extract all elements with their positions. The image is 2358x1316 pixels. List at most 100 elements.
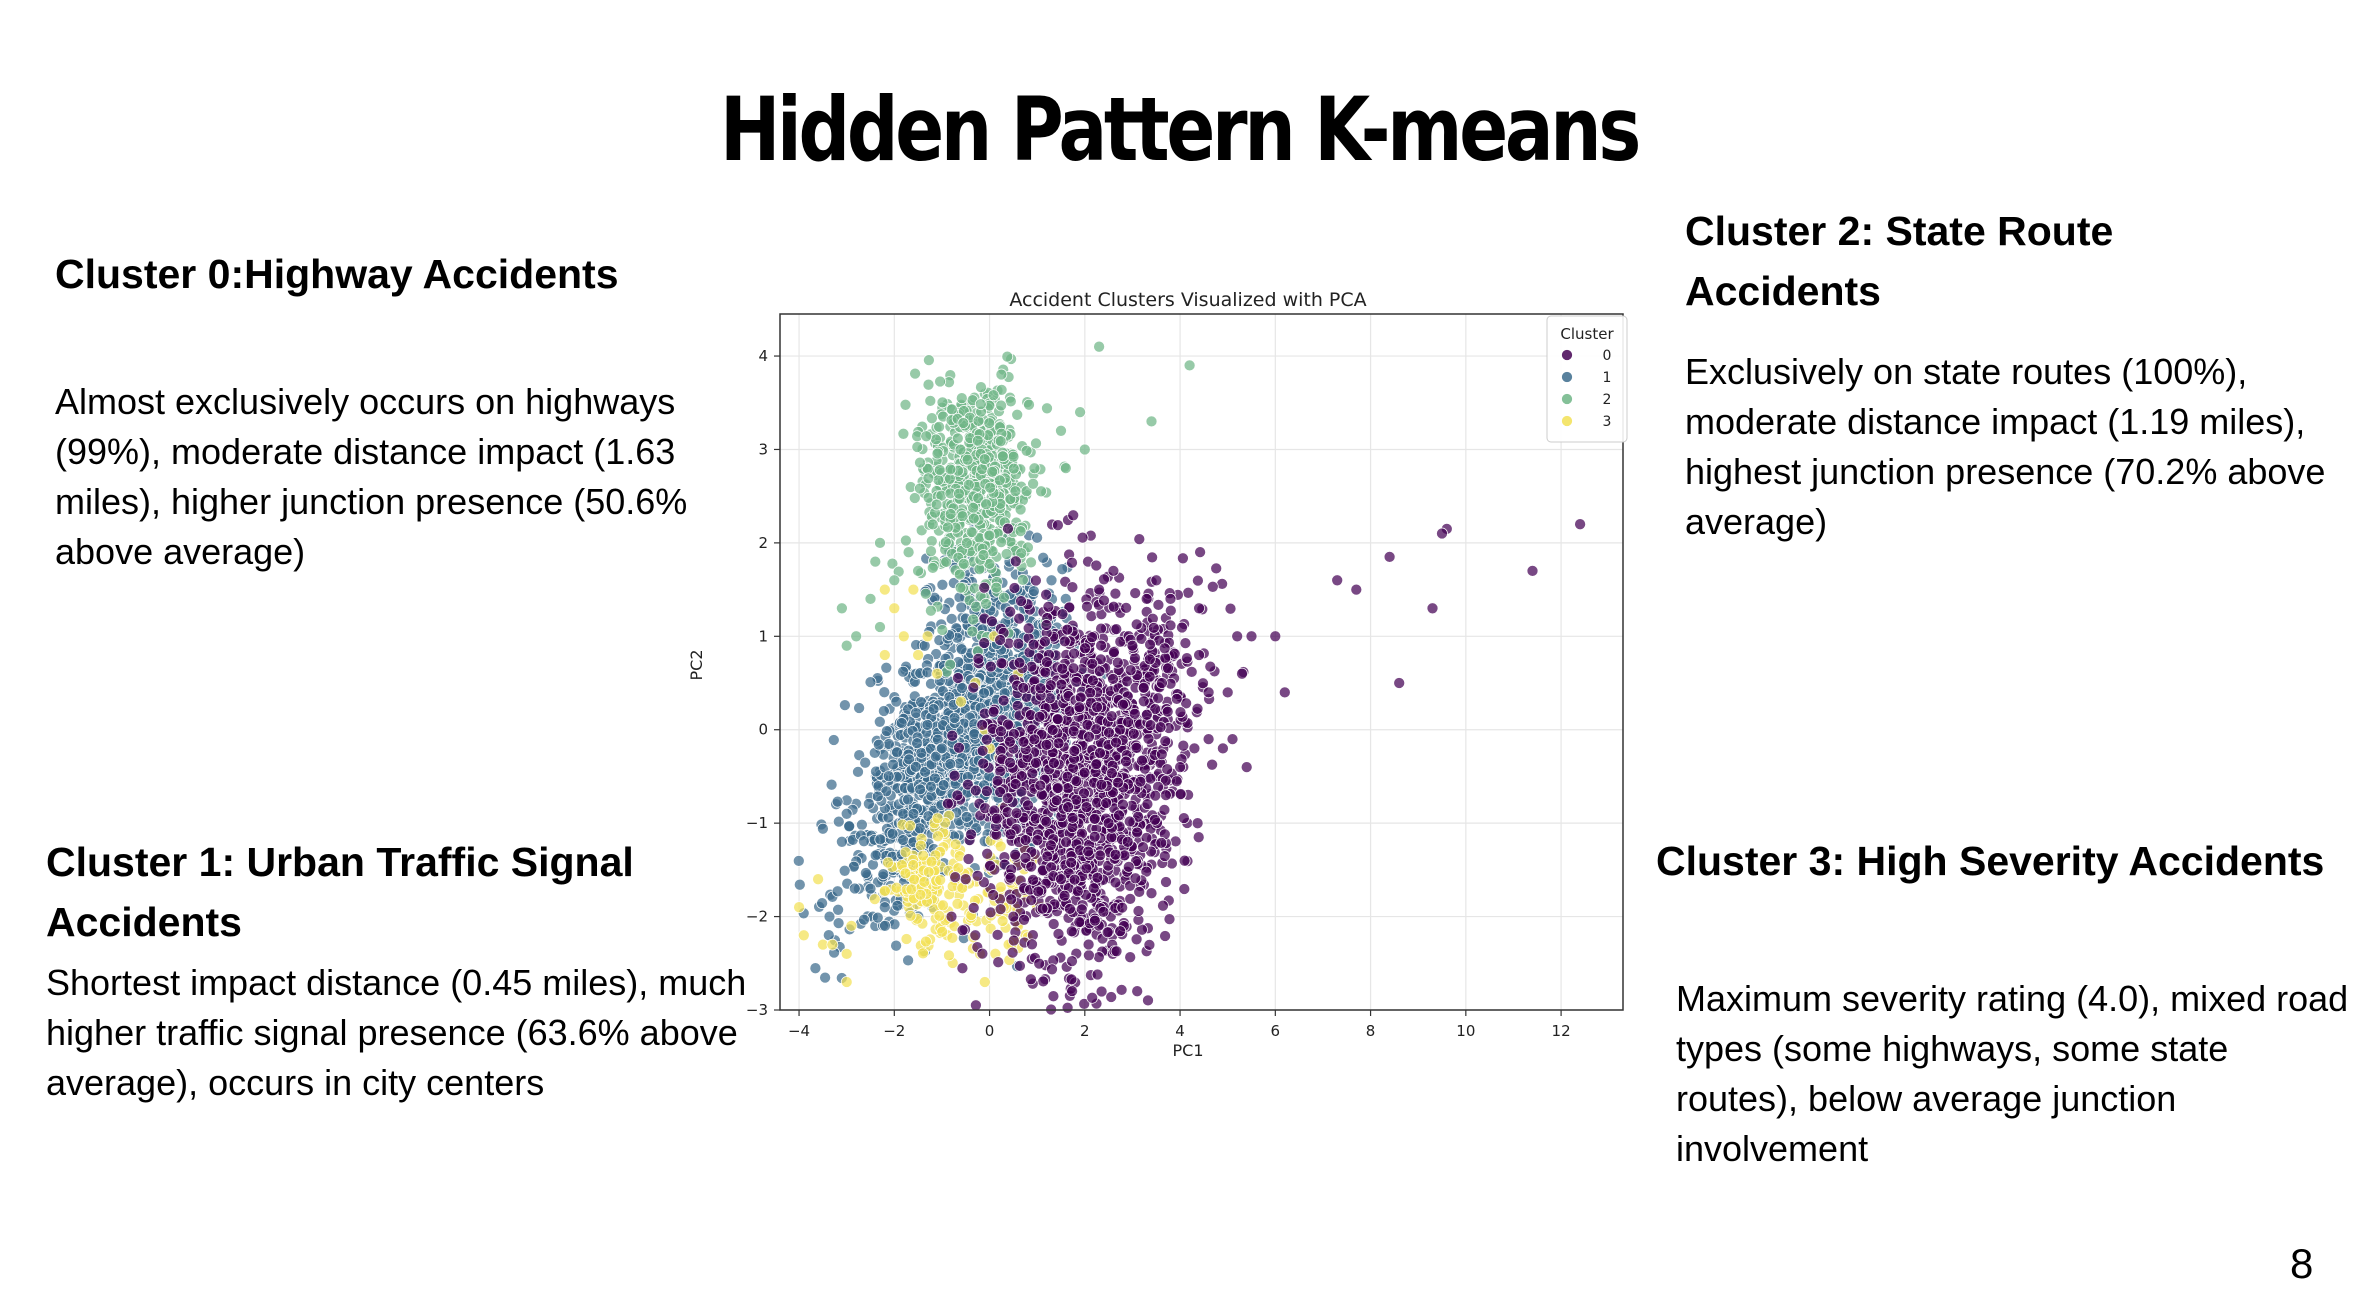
- cluster-0-point: [1010, 807, 1023, 820]
- cluster-0-point: [1131, 985, 1144, 998]
- cluster-0-point: [1004, 605, 1017, 618]
- cluster-3-point: [868, 893, 881, 905]
- cluster-0-point: [1147, 622, 1160, 634]
- cluster-3-point: [812, 873, 824, 886]
- cluster-0-point: [949, 871, 962, 883]
- cluster-0-point: [953, 741, 965, 754]
- cluster-0-point: [1182, 586, 1195, 599]
- cluster-0-point: [1128, 707, 1141, 720]
- cluster-0-point: [1226, 733, 1239, 745]
- cluster-0-point: [1074, 691, 1087, 704]
- cluster-2-point: [984, 481, 997, 494]
- cluster-0-point: [1091, 871, 1104, 884]
- x-tick-label: 6: [1271, 1022, 1281, 1040]
- cluster-1-point: [839, 699, 851, 711]
- cluster-3-point: [949, 838, 962, 851]
- cluster-0-point: [1114, 723, 1126, 736]
- cluster-0-point: [1162, 662, 1174, 675]
- cluster-0-point: [1073, 916, 1086, 928]
- cluster-1-point: [883, 738, 895, 750]
- cluster-0-point: [1188, 742, 1201, 755]
- cluster-0-point: [1149, 789, 1162, 802]
- cluster-0-point: [991, 774, 1004, 787]
- cluster-2-point: [864, 593, 877, 605]
- cluster-2-point: [977, 549, 990, 561]
- cluster-0-point: [1056, 662, 1069, 675]
- cluster-3-point: [943, 949, 955, 962]
- y-tick-label: −3: [746, 1001, 768, 1019]
- cluster-0-point: [1030, 574, 1042, 587]
- cluster-3-point: [996, 915, 1009, 927]
- cluster-0-point: [1107, 673, 1119, 685]
- cluster-2-point: [1009, 485, 1022, 498]
- cluster-0-point: [951, 789, 964, 802]
- cluster-2-point: [840, 639, 853, 652]
- cluster-2-point: [967, 501, 980, 514]
- cluster-0-point: [1114, 925, 1127, 938]
- cluster-0-point: [1086, 631, 1098, 644]
- cluster-0-point: [1056, 608, 1069, 620]
- cluster-0-point: [1192, 574, 1204, 587]
- y-tick-label: −2: [746, 908, 768, 926]
- cluster-3-point: [905, 883, 918, 896]
- cluster-3-point: [936, 925, 949, 938]
- cluster-0-point: [1110, 623, 1123, 635]
- cluster-2-point: [946, 403, 958, 416]
- cluster-0-point: [1031, 834, 1044, 847]
- cluster-0-point: [1149, 813, 1161, 826]
- cluster-0-point: [1005, 893, 1018, 906]
- cluster-0-point: [1161, 705, 1174, 718]
- cluster-2-point: [995, 536, 1008, 548]
- cluster-0-point: [965, 828, 977, 841]
- cluster-0-point: [1039, 666, 1052, 679]
- cluster-2-point: [836, 602, 848, 615]
- cluster-1-point: [853, 702, 865, 714]
- cluster-0-point: [1067, 662, 1080, 675]
- cluster-2-point: [961, 537, 973, 549]
- cluster-2-point: [909, 367, 921, 380]
- cluster-0-point: [1152, 692, 1164, 704]
- cluster-2-point: [962, 478, 975, 491]
- cluster-3-point: [904, 909, 917, 922]
- cluster-3-point: [912, 649, 924, 661]
- cluster-2-point: [1030, 437, 1042, 450]
- cluster-1-description: Shortest impact distance (0.45 miles), m…: [46, 962, 747, 1103]
- cluster-0-point: [1009, 555, 1022, 568]
- cluster-2-point: [966, 625, 979, 638]
- y-axis-label: PC2: [687, 650, 706, 681]
- cluster-0-point: [1124, 951, 1137, 964]
- cluster-2-point: [996, 450, 1009, 463]
- cluster-1-point: [902, 793, 914, 806]
- cluster-2-point: [1145, 415, 1158, 428]
- legend-marker-2: [1561, 393, 1573, 405]
- cluster-1-point: [1045, 574, 1058, 587]
- cluster-0-point: [1110, 736, 1122, 749]
- cluster-0-point: [1045, 679, 1057, 692]
- cluster-3-point: [878, 649, 891, 661]
- cluster-1-point: [948, 712, 961, 724]
- cluster-0-point: [1095, 639, 1107, 652]
- cluster-1-point: [897, 665, 909, 678]
- slide-title: Hidden Pattern K-means: [719, 78, 1641, 181]
- cluster-0-point: [1070, 775, 1083, 787]
- cluster-2-point: [983, 417, 996, 429]
- cluster-2-point: [1093, 340, 1105, 353]
- cluster-0-point: [1202, 686, 1215, 699]
- cluster-1-point: [825, 778, 838, 791]
- cluster-0-point: [1028, 733, 1041, 746]
- cluster-3-point: [917, 947, 929, 960]
- cluster-2-point: [922, 378, 935, 391]
- cluster-2-description: Exclusively on state routes (100%), mode…: [1685, 351, 2326, 542]
- cluster-0-point: [1015, 595, 1027, 607]
- cluster-2-point: [925, 545, 937, 558]
- cluster-3-point: [890, 881, 903, 894]
- cluster-1-point: [836, 835, 848, 848]
- cluster-0-point: [1083, 730, 1095, 743]
- cluster-1-point: [897, 834, 909, 846]
- cluster-0-point: [1058, 635, 1071, 648]
- cluster-1-point: [872, 738, 885, 751]
- cluster-0-point: [1164, 604, 1177, 617]
- cluster-0-point: [1088, 812, 1101, 825]
- cluster-0-point: [1383, 551, 1396, 563]
- cluster-1-point: [936, 742, 948, 755]
